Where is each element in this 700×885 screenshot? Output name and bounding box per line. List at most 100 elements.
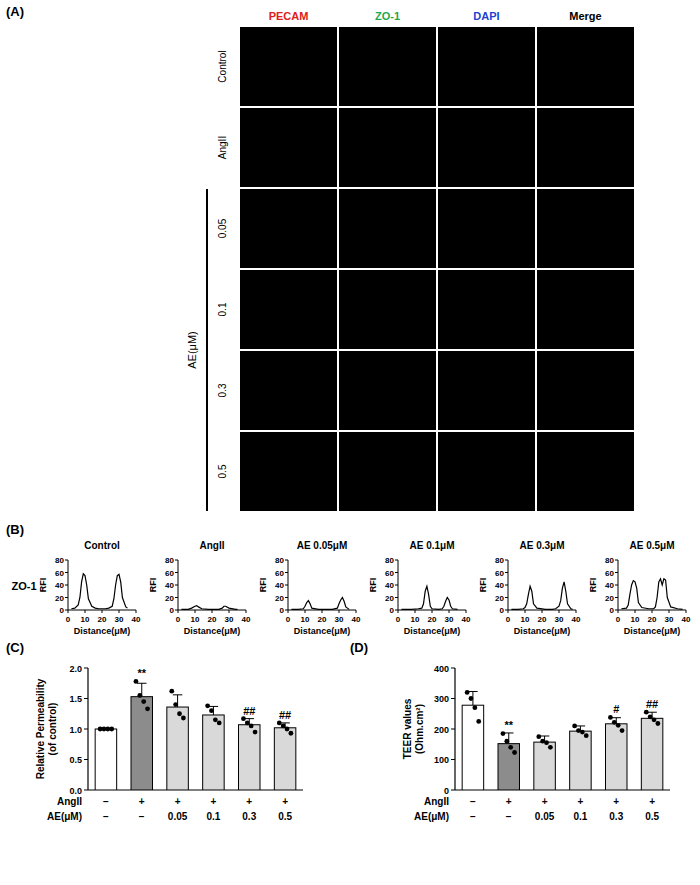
tick-label: 30 [115, 615, 124, 624]
row-label: 0.1 [217, 302, 228, 316]
x-tick [178, 610, 179, 613]
x-tick [102, 610, 103, 613]
data-point [134, 679, 139, 684]
data-point [608, 715, 613, 720]
axis-title: RFI [478, 578, 488, 593]
data-point [536, 734, 541, 739]
y-tick [65, 560, 68, 561]
error-cap [209, 706, 218, 707]
tick-label: 40 [682, 615, 691, 624]
axis-title: (of control) [47, 703, 58, 756]
image-bg [438, 351, 535, 430]
y-tick [65, 585, 68, 586]
significance: ** [504, 719, 513, 731]
error-bar [468, 691, 477, 705]
data-point [205, 703, 210, 708]
tick-label: 40 [55, 581, 64, 590]
data-point [465, 690, 470, 695]
axis-title: RFI [148, 578, 158, 593]
tick-label: 10 [191, 615, 200, 624]
error-cap [504, 732, 513, 733]
tick-label: 20 [538, 615, 547, 624]
y-tick [615, 572, 618, 573]
data-point [652, 717, 657, 722]
y-tick [175, 560, 178, 561]
error-bar [209, 706, 218, 715]
tick-label: 0.5 [69, 755, 82, 765]
image-bg [339, 189, 436, 268]
y-tick [451, 668, 455, 669]
tick-label: 60 [55, 569, 64, 578]
error-bar [612, 718, 621, 724]
tick-label: 40 [132, 615, 141, 624]
x-row-value: − [470, 811, 476, 822]
tick-label: 300 [434, 694, 449, 704]
data-point [169, 689, 174, 694]
x-tick [432, 610, 433, 613]
y-tick [285, 597, 288, 598]
image-bg [438, 27, 535, 106]
tick-label: 40 [495, 581, 504, 590]
image-bg [339, 270, 436, 349]
tick-label: 100 [434, 755, 449, 765]
chart-title: AngII [200, 540, 225, 551]
data-point [472, 705, 477, 710]
tick-label: 40 [605, 581, 614, 590]
tick-label: 0 [60, 606, 65, 615]
tick-label: 0 [396, 615, 401, 624]
plot-area [71, 574, 127, 609]
x-tick [415, 610, 416, 613]
tick-label: 10 [81, 615, 90, 624]
axis-title: RFI [368, 578, 378, 593]
error-cap [576, 725, 585, 726]
figure: (A)(B)(C)(D)PECAMZO-1DAPIMergeControlAng… [0, 0, 700, 885]
significance: ## [243, 705, 255, 717]
profile-line [181, 606, 237, 610]
tick-label: 20 [275, 594, 284, 603]
y-tick [505, 585, 508, 586]
tick-label: 60 [495, 569, 504, 578]
data-point [501, 731, 506, 736]
significance: # [613, 703, 619, 715]
data-point [249, 724, 254, 729]
image-bg [537, 270, 634, 349]
y-tick [615, 560, 618, 561]
x-row-value: + [282, 796, 288, 807]
image-bg [240, 432, 337, 511]
x-row-value: − [470, 796, 476, 807]
tick-label: 0 [610, 606, 615, 615]
bar [239, 725, 261, 790]
axis-title: TEER values [402, 698, 413, 759]
x-row-value: + [175, 796, 181, 807]
x-tick [288, 610, 289, 613]
tick-label: 20 [648, 615, 657, 624]
tick-label: 0 [280, 606, 285, 615]
tick-label: 40 [275, 581, 284, 590]
y-tick [285, 585, 288, 586]
chart-title: AE 0.3μM [519, 540, 564, 551]
data-point [141, 699, 146, 704]
y-tick [395, 572, 398, 573]
axis-title: Distance(μM) [404, 626, 461, 636]
x-row-value: 0.1 [206, 811, 220, 822]
error-cap [468, 691, 477, 692]
data-point [209, 708, 214, 713]
data-point [616, 723, 621, 728]
channel-header: ZO-1 [375, 10, 400, 22]
x-row-value: 0.05 [535, 811, 555, 822]
x-row-value: − [506, 811, 512, 822]
y-tick [65, 597, 68, 598]
channel-header: PECAM [269, 10, 309, 22]
x-tick [398, 610, 399, 613]
plot-area [291, 598, 349, 610]
tick-label: 0.0 [69, 786, 82, 796]
y-tick [505, 572, 508, 573]
plot-area [621, 579, 682, 610]
x-row-label: AngII [57, 796, 82, 807]
data-point [181, 716, 186, 721]
error-cap [612, 717, 621, 718]
x-row-value: − [103, 796, 109, 807]
image-bg [438, 108, 535, 187]
significance: ## [279, 709, 291, 721]
error-cap [245, 718, 254, 719]
